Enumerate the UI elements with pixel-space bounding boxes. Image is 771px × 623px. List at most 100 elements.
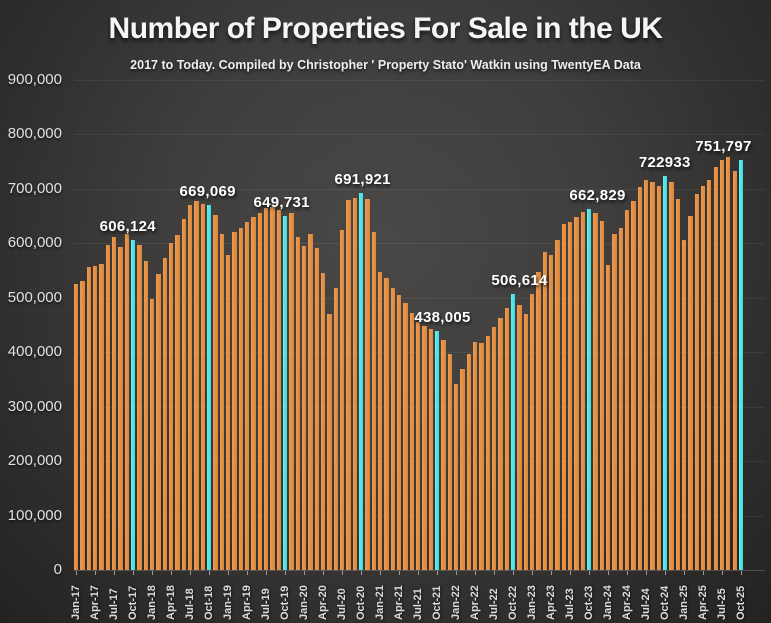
october-value-label: 722933 (638, 154, 691, 171)
month-bar (593, 213, 598, 570)
month-bar (137, 245, 142, 570)
x-axis-tick (228, 571, 230, 575)
month-bar (403, 302, 408, 570)
month-bar (416, 322, 421, 570)
month-bar (485, 335, 490, 570)
october-highlight-bar (586, 208, 592, 570)
x-axis-tick (741, 571, 742, 575)
month-bar (397, 294, 402, 570)
y-axis-tick-label: 500,000 (7, 288, 62, 306)
y-axis-tick-label: 700,000 (7, 179, 62, 197)
x-axis-tick (532, 571, 534, 575)
month-bar (637, 187, 642, 570)
month-bar (264, 208, 269, 570)
x-axis-line (74, 570, 765, 571)
month-bar (441, 340, 446, 570)
x-axis-tick (494, 571, 496, 575)
x-axis-tick-label: Jul-25 (716, 588, 728, 620)
october-value-label: 506,614 (491, 271, 548, 289)
x-axis-tick (589, 571, 591, 575)
month-bar (346, 199, 351, 570)
y-gridline (74, 79, 765, 81)
month-bar (548, 255, 554, 570)
month-bar (726, 157, 731, 570)
month-bar (567, 221, 573, 570)
x-axis-tick-label: Jan-18 (146, 585, 159, 620)
month-bar (352, 197, 357, 570)
y-axis-tick-label: 100,000 (7, 506, 62, 524)
x-axis-tick-label: Jan-24 (602, 585, 615, 620)
month-bar (656, 185, 661, 570)
x-axis-tick-label: Jul-22 (488, 588, 501, 620)
month-bar (365, 198, 370, 570)
month-bar (124, 233, 130, 570)
x-axis-tick-label: Jan-22 (450, 585, 463, 620)
month-bar (669, 182, 674, 570)
x-axis-tick (152, 571, 154, 575)
month-bar (472, 342, 478, 570)
y-gridline (74, 297, 765, 299)
month-bar (422, 325, 427, 570)
x-axis-tick (627, 571, 629, 575)
month-bar (624, 210, 630, 570)
x-axis-tick (304, 571, 306, 575)
x-axis-tick-label: Jul-24 (640, 588, 652, 620)
x-axis-tick-label: Apr-18 (165, 585, 178, 620)
x-axis-tick-label: Apr-24 (621, 585, 634, 620)
x-axis-tick-label: Oct-19 (279, 585, 292, 620)
october-highlight-bar (510, 293, 516, 570)
x-axis-tick-label: Apr-17 (89, 585, 102, 620)
y-axis-tick-label: 200,000 (7, 452, 62, 469)
x-axis-tick (114, 571, 116, 575)
y-axis-tick-label: 0 (53, 561, 62, 578)
y-axis-tick-label: 600,000 (7, 234, 62, 251)
month-bar (732, 170, 737, 570)
y-axis-tick-label: 300,000 (7, 397, 62, 415)
month-bar (156, 274, 161, 570)
month-bar (409, 312, 414, 570)
month-bar (86, 267, 92, 570)
month-bar (175, 235, 180, 570)
x-axis-tick-label: Jul-18 (184, 588, 197, 620)
x-axis-tick-label: Oct-25 (735, 585, 747, 620)
month-bar (181, 218, 187, 570)
month-bar (200, 204, 206, 570)
x-axis-tick (247, 571, 249, 575)
x-axis-tick-label: Oct-23 (583, 585, 596, 620)
october-highlight-bar (359, 192, 364, 570)
x-axis-tick-label: Jul-23 (564, 588, 577, 620)
x-axis-tick-label: Apr-20 (317, 585, 330, 620)
month-bar (232, 232, 237, 570)
month-bar (162, 258, 168, 570)
month-bar (529, 294, 535, 570)
x-axis-tick (133, 571, 135, 575)
month-bar (289, 213, 294, 570)
x-axis-tick-label: Apr-21 (393, 585, 406, 620)
month-bar (219, 234, 225, 570)
october-value-label: 662,829 (569, 186, 626, 204)
month-bar (675, 199, 680, 570)
month-bar (226, 255, 231, 570)
x-axis-tick (380, 571, 382, 575)
x-axis-tick-label: Apr-25 (697, 585, 709, 620)
october-highlight-bar (662, 176, 668, 570)
x-axis-tick-label: Jul-20 (336, 588, 349, 620)
x-axis-tick (646, 571, 647, 575)
month-bar (612, 234, 617, 570)
month-bar (555, 239, 560, 570)
x-axis-tick (513, 571, 515, 575)
month-bar (295, 236, 301, 570)
month-bar (580, 211, 585, 570)
october-highlight-bar (738, 160, 744, 570)
x-axis-tick (399, 571, 401, 575)
x-axis-tick-label: Jan-23 (526, 585, 539, 620)
x-axis-tick (722, 571, 723, 575)
chart-title: Number of Properties For Sale in the UK (108, 12, 663, 45)
month-bar (194, 200, 199, 570)
month-bar (713, 166, 718, 570)
x-axis-tick-label: Jan-19 (222, 585, 235, 620)
x-axis-tick-label: Oct-24 (659, 585, 671, 620)
month-bar (308, 234, 313, 570)
month-bar (542, 251, 547, 570)
month-bar (238, 227, 244, 570)
